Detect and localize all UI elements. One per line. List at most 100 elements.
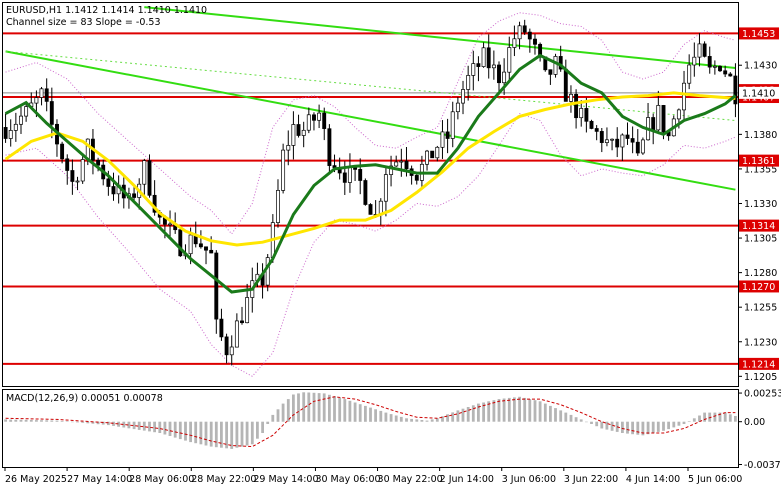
candle-body xyxy=(599,131,604,143)
candle-body xyxy=(3,127,8,139)
macd-bar xyxy=(132,421,136,430)
candle xyxy=(630,126,635,154)
candle xyxy=(425,149,429,171)
macd-bar xyxy=(492,400,496,422)
macd-bar xyxy=(96,421,100,425)
candle-body xyxy=(553,56,558,75)
candle-body xyxy=(594,128,599,132)
macd-bar xyxy=(677,421,681,426)
candle xyxy=(527,28,532,53)
candle-body xyxy=(692,56,697,66)
macd-bar xyxy=(384,412,388,422)
macd-bar xyxy=(220,421,223,448)
macd-bar xyxy=(50,420,54,422)
candle xyxy=(466,65,471,101)
macd-bar xyxy=(204,421,208,446)
macd-bar xyxy=(672,421,676,428)
candle xyxy=(224,333,229,364)
candle-body xyxy=(471,63,476,76)
price-tick-label: 1.1430 xyxy=(744,61,777,72)
current-price-tag-bg xyxy=(739,86,779,99)
candle-body xyxy=(440,131,445,148)
macd-bar xyxy=(112,421,115,426)
candle xyxy=(620,133,625,162)
candle-body xyxy=(265,257,270,286)
candle-body xyxy=(106,178,111,187)
channel-mid-line xyxy=(5,50,736,121)
candle-body xyxy=(466,75,471,90)
macd-bar xyxy=(240,421,244,447)
candle-body xyxy=(399,160,404,163)
symbol-header: EURUSD,H1 1.1412 1.1414 1.1410 1.1410 xyxy=(6,5,207,16)
candle-body xyxy=(34,97,39,104)
candle-body xyxy=(368,204,373,215)
candle xyxy=(455,96,460,120)
macd-bar xyxy=(19,419,23,422)
price-panel-frame xyxy=(2,2,739,387)
candle-body xyxy=(80,159,85,182)
level-price-tag: 1.1214 xyxy=(742,359,775,370)
candle xyxy=(615,127,620,158)
macd-bar xyxy=(91,421,95,424)
candle xyxy=(394,155,399,167)
macd-bar xyxy=(477,403,480,422)
macd-bar xyxy=(24,419,28,422)
candle-body xyxy=(286,145,291,151)
macd-bar xyxy=(271,414,275,422)
macd-bar xyxy=(718,412,722,422)
candle xyxy=(306,107,311,134)
macd-bar xyxy=(328,394,331,422)
candle xyxy=(168,210,172,238)
macd-bar xyxy=(65,421,69,422)
macd-bar xyxy=(554,408,557,422)
macd-bar xyxy=(430,419,434,422)
time-tick-label: 30 May 22:00 xyxy=(378,474,443,485)
time-tick-label: 26 May 2025 xyxy=(5,474,67,485)
candle xyxy=(240,306,244,325)
candle-body xyxy=(718,65,722,72)
price-tick-label: 1.1230 xyxy=(744,337,777,348)
candle xyxy=(625,122,630,145)
candle xyxy=(204,246,208,265)
candle-body xyxy=(476,63,481,67)
macd-bar xyxy=(533,400,537,422)
candle-body xyxy=(245,297,250,324)
candle-body xyxy=(584,108,589,122)
macd-signal-line xyxy=(5,396,736,448)
level-price-tag: 1.1453 xyxy=(742,29,775,40)
macd-bar xyxy=(590,421,593,424)
macd-bar xyxy=(487,401,491,422)
candle-body xyxy=(44,88,49,102)
macd-bar xyxy=(9,419,13,422)
candle-body xyxy=(219,318,224,338)
candle-body xyxy=(389,165,394,175)
candle xyxy=(450,101,455,148)
macd-tick-label: -0.00378 xyxy=(744,460,781,471)
macd-bar xyxy=(374,409,377,422)
candle xyxy=(640,137,645,155)
candle-body xyxy=(404,160,409,170)
candle xyxy=(497,61,501,95)
macd-header: MACD(12,26,9) 0.00051 0.00078 xyxy=(6,393,163,404)
candle xyxy=(291,111,296,160)
macd-bar xyxy=(420,420,424,422)
time-tick-label: 3 Jun 22:00 xyxy=(564,474,618,485)
candle-body xyxy=(450,111,455,139)
macd-bar xyxy=(302,392,306,422)
time-tick-label: 2 Jun 14:00 xyxy=(440,474,494,485)
candle-body xyxy=(394,161,399,167)
candle-body xyxy=(322,112,327,129)
candle xyxy=(209,236,214,254)
candle xyxy=(281,143,286,194)
macd-bar xyxy=(466,407,470,422)
macd-bar xyxy=(71,421,74,423)
price-tick-label: 1.1205 xyxy=(744,372,777,383)
macd-bar xyxy=(379,410,383,422)
time-tick-label: 4 Jun 14:00 xyxy=(626,474,680,485)
macd-bar xyxy=(518,396,521,422)
macd-bar xyxy=(14,419,18,422)
level-price-tag: 1.1361 xyxy=(742,156,775,167)
macd-bar xyxy=(651,421,655,433)
candle xyxy=(579,100,584,127)
candle xyxy=(75,176,80,191)
